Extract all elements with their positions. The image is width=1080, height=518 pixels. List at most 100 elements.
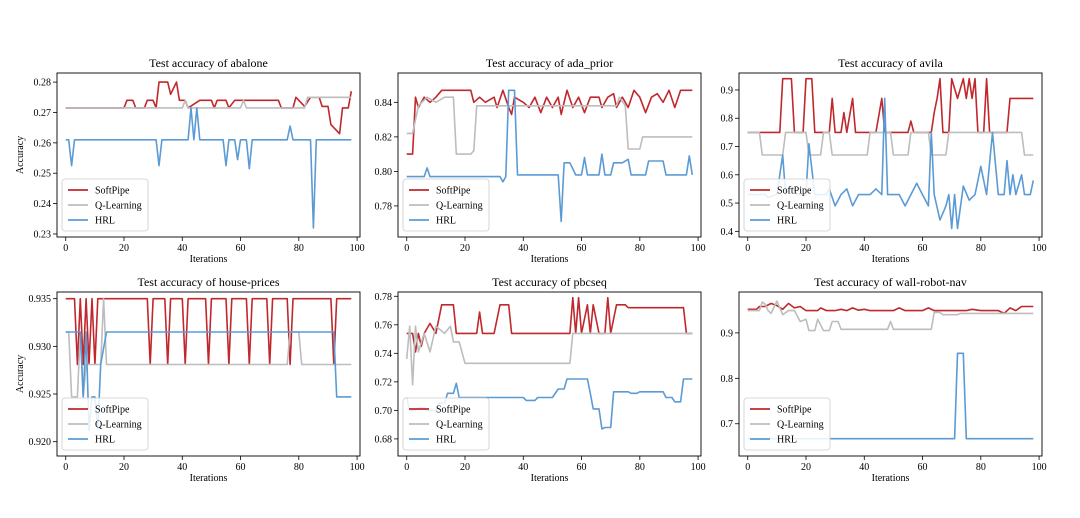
y-tick-label: 0.84 — [375, 98, 393, 109]
x-tick-label: 40 — [177, 462, 187, 473]
series-line-hrl — [65, 107, 352, 229]
legend-label: Q-Learning — [95, 420, 142, 431]
y-tick-label: 0.80 — [375, 167, 393, 178]
x-axis-label: Iterations — [872, 254, 910, 265]
legend-label: HRL — [95, 435, 115, 446]
x-tick-label: 100 — [1032, 243, 1047, 254]
plot-area — [406, 89, 694, 223]
chart-panel: Test accuracy of wall-robot-nav 0 20 40 60 80… — [721, 275, 1047, 484]
series-line-qlearning — [65, 96, 352, 109]
legend-box — [743, 178, 831, 232]
legend-box — [61, 178, 149, 232]
series-line-softpipe — [406, 296, 693, 353]
legend-label: SoftPipe — [95, 405, 130, 416]
chart-title: Test accuracy of avila — [838, 56, 943, 70]
y-tick-label: 0.930 — [29, 342, 52, 353]
legend-label: Q-Learning — [777, 201, 824, 212]
x-tick-label: 0 — [63, 243, 68, 254]
x-tick-label: 0 — [745, 243, 750, 254]
x-tick-label: 100 — [691, 243, 706, 254]
y-axis-label: Accuracy — [15, 355, 26, 393]
x-tick-label: 20 — [801, 462, 811, 473]
y-tick-label: 0.27 — [34, 108, 52, 119]
x-axis-label: Iterations — [531, 254, 569, 265]
legend-label: SoftPipe — [436, 405, 471, 416]
axes-frame — [738, 72, 1043, 238]
series-line-qlearning — [747, 300, 1034, 332]
y-tick-label: 0.935 — [29, 294, 52, 305]
x-axis-label: Iterations — [190, 254, 228, 265]
legend-box — [402, 178, 490, 232]
legend-label: Q-Learning — [777, 420, 824, 431]
series-line-hrl — [747, 97, 1035, 230]
x-tick-label: 40 — [859, 243, 869, 254]
axes-frame — [738, 291, 1043, 457]
y-tick-label: 0.7 — [721, 419, 734, 430]
series-line-qlearning — [406, 96, 693, 155]
plot-area — [747, 300, 1034, 440]
legend-box — [743, 397, 831, 451]
x-tick-label: 60 — [918, 243, 928, 254]
y-tick-label: 0.74 — [375, 349, 393, 360]
y-tick-label: 0.9 — [721, 85, 734, 96]
chart-title: Test accuracy of house-prices — [137, 275, 279, 289]
y-tick-label: 0.28 — [34, 78, 52, 89]
legend-label: SoftPipe — [95, 186, 130, 197]
x-tick-label: 60 — [577, 462, 587, 473]
series-line-softpipe — [65, 297, 352, 366]
plot-area — [65, 297, 352, 432]
chart-title: Test accuracy of ada_prior — [486, 56, 613, 70]
chart-panel: Test accuracy of abalone 0 20 40 60 80 100 0.23… — [15, 56, 365, 265]
x-tick-label: 40 — [177, 243, 187, 254]
x-tick-label: 80 — [294, 243, 304, 254]
x-tick-label: 80 — [294, 462, 304, 473]
y-tick-label: 0.24 — [34, 199, 52, 210]
x-tick-label: 80 — [635, 462, 645, 473]
legend: SoftPipe Q-Learning HRL — [402, 178, 490, 232]
x-tick-label: 0 — [63, 462, 68, 473]
y-tick-label: 0.4 — [721, 227, 734, 238]
x-tick-label: 100 — [691, 462, 706, 473]
series-line-qlearning — [747, 131, 1034, 156]
chart-title: Test accuracy of pbcseq — [492, 275, 607, 289]
y-tick-label: 0.9 — [721, 328, 734, 339]
x-tick-label: 60 — [236, 462, 246, 473]
x-axis-label: Iterations — [872, 473, 910, 484]
plot-area — [747, 77, 1035, 230]
x-tick-label: 80 — [976, 243, 986, 254]
x-tick-label: 0 — [745, 462, 750, 473]
y-tick-label: 0.70 — [375, 406, 393, 417]
legend: SoftPipe Q-Learning HRL — [61, 397, 149, 451]
chart-panel: Test accuracy of ada_prior 0 20 40 60 80 100 0.… — [375, 56, 706, 265]
y-tick-label: 0.26 — [34, 138, 52, 149]
y-tick-label: 0.6 — [721, 170, 734, 181]
y-tick-label: 0.920 — [29, 437, 52, 448]
legend: SoftPipe Q-Learning HRL — [61, 178, 149, 232]
legend-label: SoftPipe — [436, 186, 471, 197]
y-tick-label: 0.8 — [721, 114, 734, 125]
x-tick-label: 20 — [460, 462, 470, 473]
y-tick-label: 0.8 — [721, 374, 734, 385]
y-axis-label: Accuracy — [15, 136, 26, 174]
y-tick-label: 0.82 — [375, 132, 393, 143]
x-tick-label: 0 — [404, 462, 409, 473]
series-line-hrl — [406, 89, 694, 223]
legend-label: HRL — [777, 435, 797, 446]
legend-label: SoftPipe — [777, 186, 812, 197]
legend: SoftPipe Q-Learning HRL — [743, 178, 831, 232]
y-tick-label: 0.68 — [375, 434, 393, 445]
x-tick-label: 80 — [635, 243, 645, 254]
y-tick-label: 0.23 — [34, 229, 52, 240]
legend-box — [402, 397, 490, 451]
series-line-hrl — [65, 331, 352, 432]
y-tick-label: 0.78 — [375, 292, 393, 303]
chart-title: Test accuracy of abalone — [149, 56, 268, 70]
x-tick-label: 20 — [119, 243, 129, 254]
y-tick-label: 0.25 — [34, 169, 52, 180]
legend-label: HRL — [436, 216, 456, 227]
legend-label: SoftPipe — [777, 405, 812, 416]
x-tick-label: 100 — [350, 243, 365, 254]
series-line-softpipe — [406, 89, 693, 155]
chart-panel: Test accuracy of house-prices 0 20 40 60 80 10… — [15, 275, 365, 484]
